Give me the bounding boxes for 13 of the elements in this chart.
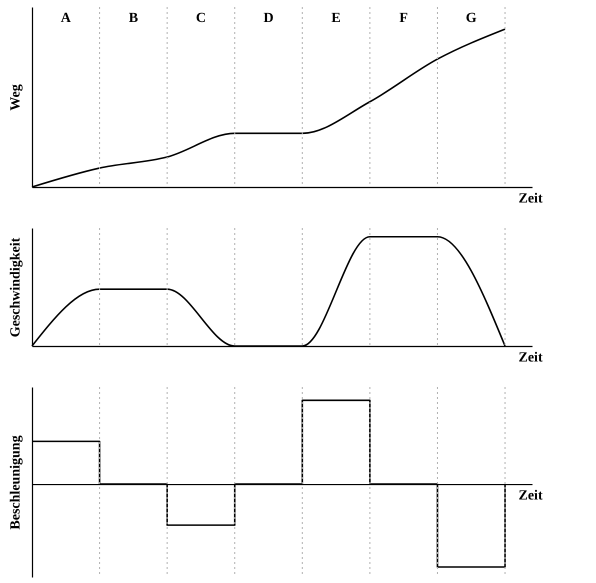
- x-axis-title: Zeit: [518, 350, 543, 366]
- y-axis-title: Geschwindigkeit: [8, 237, 24, 338]
- text: E: [331, 11, 341, 26]
- text: B: [128, 11, 138, 26]
- text: G: [466, 11, 477, 26]
- y-axis-title: Weg: [8, 84, 24, 111]
- x-axis-title: Zeit: [518, 488, 543, 504]
- text: C: [196, 11, 206, 26]
- text: D: [263, 11, 274, 26]
- text: A: [60, 11, 72, 26]
- y-axis-title: Beschleunigung: [8, 435, 24, 530]
- text: F: [399, 11, 408, 26]
- x-axis-title: Zeit: [518, 192, 543, 206]
